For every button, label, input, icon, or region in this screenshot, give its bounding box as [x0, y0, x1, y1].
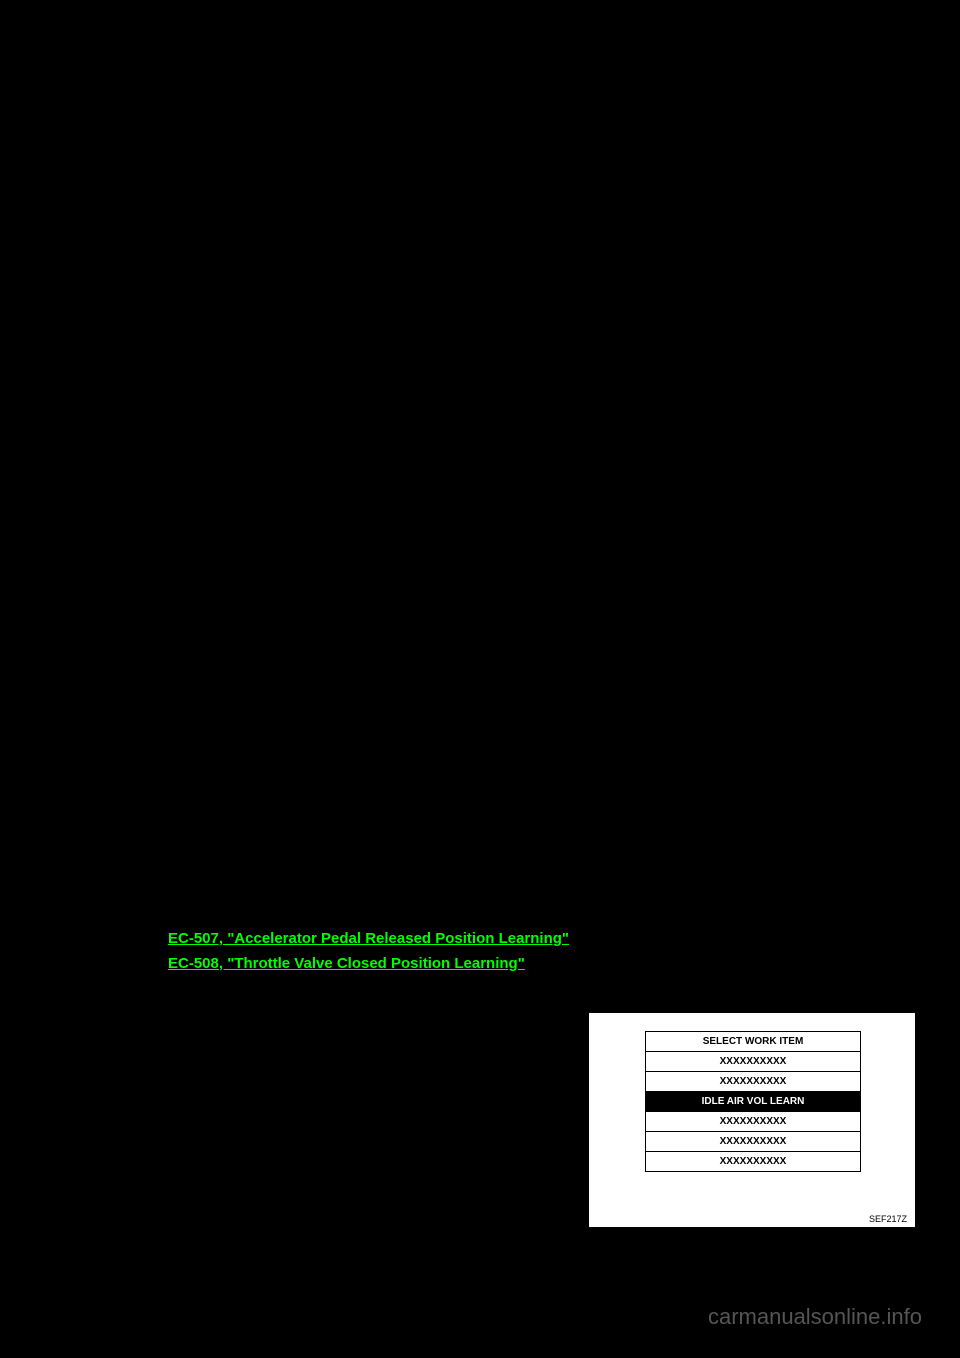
work-item-row-selected: IDLE AIR VOL LEARN: [645, 1091, 861, 1112]
select-work-item-diagram: SELECT WORK ITEM XXXXXXXXXX XXXXXXXXXX I…: [588, 1012, 916, 1228]
link-throttle-valve[interactable]: EC-508, "Throttle Valve Closed Position …: [168, 953, 900, 976]
reference-links: EC-507, "Accelerator Pedal Released Posi…: [168, 928, 900, 975]
diagram-reference-code: SEF217Z: [869, 1214, 907, 1224]
page-content: EC-507, "Accelerator Pedal Released Posi…: [0, 0, 960, 975]
work-item-row: XXXXXXXXXX: [645, 1111, 861, 1132]
work-item-row: XXXXXXXXXX: [645, 1131, 861, 1152]
work-item-header: SELECT WORK ITEM: [645, 1031, 861, 1052]
work-item-row: XXXXXXXXXX: [645, 1071, 861, 1092]
link-accelerator-pedal[interactable]: EC-507, "Accelerator Pedal Released Posi…: [168, 928, 900, 951]
work-item-row: XXXXXXXXXX: [645, 1151, 861, 1172]
work-item-list: SELECT WORK ITEM XXXXXXXXXX XXXXXXXXXX I…: [645, 1031, 861, 1171]
watermark-text: carmanualsonline.info: [708, 1304, 922, 1330]
work-item-row: XXXXXXXXXX: [645, 1051, 861, 1072]
